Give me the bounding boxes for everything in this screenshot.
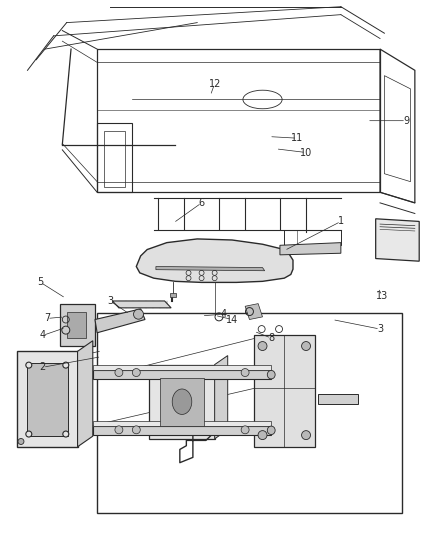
- Circle shape: [115, 426, 123, 434]
- Polygon shape: [93, 365, 271, 370]
- Text: 4: 4: [40, 330, 46, 341]
- Text: 14: 14: [226, 314, 238, 325]
- Polygon shape: [93, 421, 271, 425]
- Text: 11: 11: [291, 133, 304, 143]
- Text: 12: 12: [208, 78, 221, 88]
- Polygon shape: [93, 425, 271, 435]
- Polygon shape: [245, 304, 262, 319]
- Ellipse shape: [267, 370, 275, 379]
- Text: 6: 6: [198, 198, 205, 208]
- Circle shape: [302, 342, 311, 351]
- Circle shape: [258, 431, 267, 440]
- Circle shape: [302, 431, 311, 440]
- Polygon shape: [318, 394, 358, 405]
- Circle shape: [132, 368, 140, 376]
- Text: 13: 13: [376, 290, 389, 301]
- Circle shape: [132, 426, 140, 434]
- Polygon shape: [27, 363, 68, 436]
- Text: 10: 10: [300, 148, 312, 158]
- Text: 9: 9: [403, 116, 409, 126]
- Polygon shape: [60, 304, 95, 346]
- Polygon shape: [67, 312, 86, 338]
- Polygon shape: [376, 219, 419, 261]
- Circle shape: [18, 439, 24, 445]
- Polygon shape: [280, 243, 341, 255]
- Text: 3: 3: [107, 296, 113, 306]
- Circle shape: [134, 309, 144, 319]
- Polygon shape: [17, 351, 78, 447]
- Text: 4: 4: [220, 309, 226, 319]
- Polygon shape: [95, 309, 145, 333]
- Polygon shape: [93, 370, 271, 379]
- Circle shape: [63, 431, 69, 437]
- Polygon shape: [160, 378, 204, 425]
- Circle shape: [241, 426, 249, 434]
- Polygon shape: [78, 341, 93, 447]
- Circle shape: [258, 342, 267, 351]
- Text: 5: 5: [37, 277, 44, 287]
- Polygon shape: [136, 239, 293, 282]
- Circle shape: [115, 368, 123, 376]
- Polygon shape: [149, 365, 215, 439]
- Text: 1: 1: [338, 216, 344, 227]
- Ellipse shape: [172, 389, 192, 415]
- Circle shape: [241, 368, 249, 376]
- Ellipse shape: [267, 426, 275, 434]
- Text: 2: 2: [39, 362, 46, 372]
- Circle shape: [62, 326, 70, 334]
- Circle shape: [26, 362, 32, 368]
- Circle shape: [26, 431, 32, 437]
- Polygon shape: [254, 335, 315, 447]
- Circle shape: [63, 362, 69, 368]
- Text: 3: 3: [377, 324, 383, 334]
- Text: 7: 7: [44, 313, 50, 324]
- Polygon shape: [113, 301, 171, 308]
- Text: 8: 8: [268, 333, 274, 343]
- Polygon shape: [156, 266, 265, 271]
- Polygon shape: [215, 356, 228, 439]
- Polygon shape: [170, 293, 177, 297]
